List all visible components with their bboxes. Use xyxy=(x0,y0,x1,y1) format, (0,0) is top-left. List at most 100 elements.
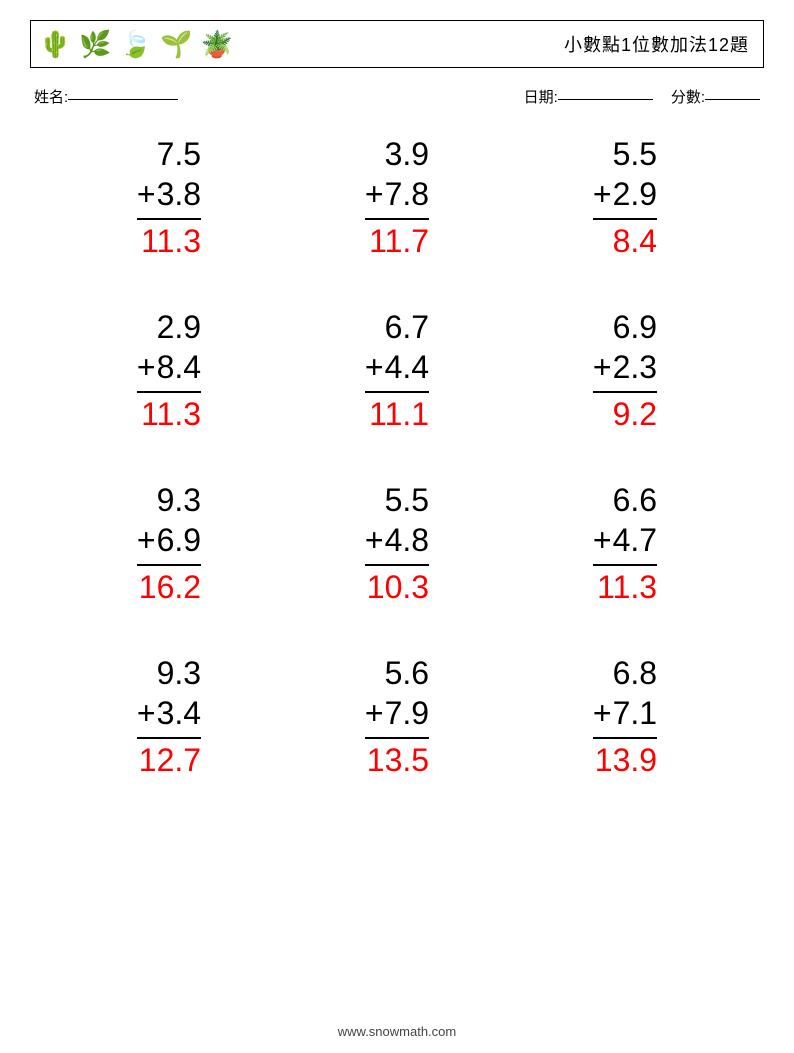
header-bar: 🌵 🌿 🍃 🌱 🪴 小數點1位數加法12題 xyxy=(30,20,764,68)
problem-block: 3.9+7.811.7 xyxy=(365,135,429,262)
operator-line: +2.9 xyxy=(593,175,657,215)
answer: 12.7 xyxy=(137,741,201,781)
answer: 11.3 xyxy=(593,568,657,608)
operand-a: 2.9 xyxy=(137,308,201,348)
operand-b: 8.4 xyxy=(157,348,201,388)
problem-rule xyxy=(593,737,657,739)
problem-rule xyxy=(365,391,429,393)
problem: 3.9+7.811.7 xyxy=(288,135,506,262)
operator: + xyxy=(137,694,157,734)
operand-a: 9.3 xyxy=(137,481,201,521)
problem-rule xyxy=(365,737,429,739)
operator-line: +8.4 xyxy=(137,348,201,388)
problem: 2.9+8.4 11.3 xyxy=(60,308,278,435)
score-blank[interactable] xyxy=(705,86,760,100)
operand-b: 4.4 xyxy=(385,348,429,388)
operand-a: 6.7 xyxy=(365,308,429,348)
problem-rule xyxy=(593,391,657,393)
problem: 6.8+7.1 13.9 xyxy=(516,654,734,781)
operand-a: 9.3 xyxy=(137,654,201,694)
answer: 11.3 xyxy=(137,395,201,435)
problem: 5.5+4.8 10.3 xyxy=(288,481,506,608)
answer: 10.3 xyxy=(365,568,429,608)
answer: 11.1 xyxy=(365,395,429,435)
operator: + xyxy=(137,348,157,388)
operand-a: 6.8 xyxy=(593,654,657,694)
plant-icon: 🍃 xyxy=(120,31,152,57)
plant-icon: 🌿 xyxy=(79,31,111,57)
plant-icon: 🌱 xyxy=(160,31,192,57)
problem-block: 5.6+7.913.5 xyxy=(365,654,429,781)
operand-b: 7.1 xyxy=(613,694,657,734)
problem-rule xyxy=(593,564,657,566)
operator: + xyxy=(365,175,385,215)
header-icons: 🌵 🌿 🍃 🌱 🪴 xyxy=(39,31,233,57)
answer: 13.9 xyxy=(593,741,657,781)
operator: + xyxy=(593,694,613,734)
problem-block: 6.7+4.4 11.1 xyxy=(365,308,429,435)
operator: + xyxy=(137,175,157,215)
operand-b: 7.9 xyxy=(385,694,429,734)
operator-line: +4.8 xyxy=(365,521,429,561)
operator: + xyxy=(593,521,613,561)
problems-grid: 7.5+3.811.33.9+7.811.75.5+2.98.42.9+8.41… xyxy=(30,135,764,781)
problem-block: 6.9+2.39.2 xyxy=(593,308,657,435)
operator-line: +3.8 xyxy=(137,175,201,215)
operand-a: 7.5 xyxy=(137,135,201,175)
operand-b: 2.9 xyxy=(613,175,657,215)
operator: + xyxy=(593,348,613,388)
name-blank[interactable] xyxy=(68,86,178,100)
score-label: 分數: xyxy=(671,86,705,107)
footer-url: www.snowmath.com xyxy=(0,1024,794,1039)
problem-block: 5.5+4.8 10.3 xyxy=(365,481,429,608)
problem: 5.6+7.913.5 xyxy=(288,654,506,781)
date-label: 日期: xyxy=(524,86,558,107)
operand-a: 3.9 xyxy=(365,135,429,175)
info-row: 姓名: 日期: 分數: xyxy=(30,86,764,107)
operator-line: +7.8 xyxy=(365,175,429,215)
operator-line: +7.9 xyxy=(365,694,429,734)
operator: + xyxy=(137,521,157,561)
plant-icon: 🌵 xyxy=(39,31,71,57)
plant-icon: 🪴 xyxy=(201,31,233,57)
problem: 6.6+4.7 11.3 xyxy=(516,481,734,608)
page-title: 小數點1位數加法12題 xyxy=(564,31,749,57)
problem-rule xyxy=(365,218,429,220)
answer: 16.2 xyxy=(137,568,201,608)
operator-line: +4.7 xyxy=(593,521,657,561)
operand-b: 4.7 xyxy=(613,521,657,561)
problem-rule xyxy=(137,391,201,393)
problem-rule xyxy=(593,218,657,220)
problem: 5.5+2.9 8.4 xyxy=(516,135,734,262)
operand-b: 2.3 xyxy=(613,348,657,388)
operand-b: 3.8 xyxy=(157,175,201,215)
problem-block: 2.9+8.4 11.3 xyxy=(137,308,201,435)
operator-line: +6.9 xyxy=(137,521,201,561)
operator: + xyxy=(593,175,613,215)
operand-a: 5.5 xyxy=(365,481,429,521)
problem-rule xyxy=(137,218,201,220)
operator-line: +4.4 xyxy=(365,348,429,388)
operator-line: +7.1 xyxy=(593,694,657,734)
operand-a: 5.5 xyxy=(593,135,657,175)
operand-a: 5.6 xyxy=(365,654,429,694)
problem-block: 6.8+7.1 13.9 xyxy=(593,654,657,781)
date-blank[interactable] xyxy=(558,86,653,100)
problem-block: 9.3+6.9 16.2 xyxy=(137,481,201,608)
operand-b: 7.8 xyxy=(385,175,429,215)
operand-a: 6.6 xyxy=(593,481,657,521)
problem: 6.9+2.39.2 xyxy=(516,308,734,435)
operand-b: 4.8 xyxy=(385,521,429,561)
operator: + xyxy=(365,521,385,561)
answer: 11.3 xyxy=(137,222,201,262)
answer: 8.4 xyxy=(593,222,657,262)
operator-line: +2.3 xyxy=(593,348,657,388)
operator-line: +3.4 xyxy=(137,694,201,734)
operator: + xyxy=(365,694,385,734)
operand-b: 3.4 xyxy=(157,694,201,734)
problem-rule xyxy=(137,737,201,739)
problem-block: 6.6+4.7 11.3 xyxy=(593,481,657,608)
problem-rule xyxy=(137,564,201,566)
problem-rule xyxy=(365,564,429,566)
operator: + xyxy=(365,348,385,388)
